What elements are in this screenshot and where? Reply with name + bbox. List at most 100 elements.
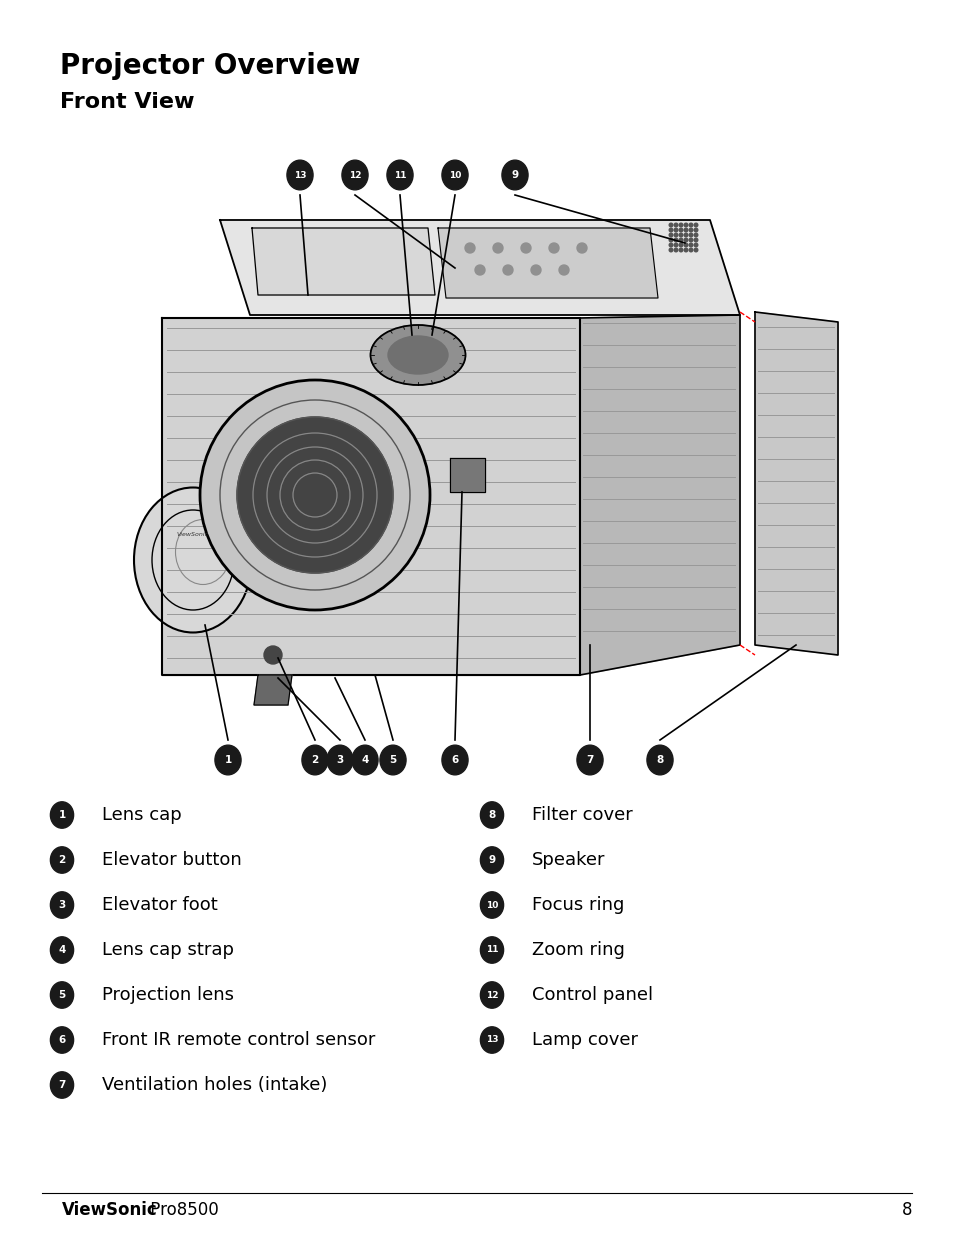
Text: Elevator foot: Elevator foot [102,896,217,915]
Text: Front View: Front View [60,92,194,112]
Polygon shape [754,311,837,655]
Circle shape [694,243,697,247]
Ellipse shape [388,336,448,374]
Circle shape [674,248,677,252]
Text: 12: 12 [349,170,361,180]
Circle shape [683,248,687,252]
Text: 3: 3 [336,755,343,764]
Text: Lens cap strap: Lens cap strap [102,941,233,959]
Text: 6: 6 [58,1035,66,1045]
Circle shape [493,243,502,253]
Circle shape [674,238,677,242]
Text: 8: 8 [901,1201,911,1219]
Ellipse shape [441,160,468,190]
Text: 13: 13 [294,170,306,180]
Text: Filter cover: Filter cover [532,805,632,824]
Circle shape [668,228,672,232]
Circle shape [668,243,672,247]
Circle shape [668,248,672,252]
Ellipse shape [51,1026,73,1054]
Text: 8: 8 [488,810,496,820]
Ellipse shape [287,160,313,190]
Text: ViewSonic: ViewSonic [62,1201,157,1219]
Circle shape [694,228,697,232]
Ellipse shape [352,745,377,774]
Text: Front IR remote control sensor: Front IR remote control sensor [102,1031,375,1049]
Text: Elevator button: Elevator button [102,851,241,869]
Polygon shape [437,228,658,298]
Ellipse shape [341,160,368,190]
Circle shape [688,248,692,252]
Text: ViewSonic: ViewSonic [177,532,209,537]
Circle shape [548,243,558,253]
Text: 10: 10 [448,170,460,180]
Circle shape [464,243,475,253]
Circle shape [668,238,672,242]
Ellipse shape [501,160,528,190]
Circle shape [674,228,677,232]
Ellipse shape [51,892,73,918]
Ellipse shape [51,1072,73,1098]
Text: 1: 1 [224,755,232,764]
Ellipse shape [480,802,503,828]
Text: 2: 2 [58,855,66,865]
Text: 6: 6 [451,755,458,764]
Circle shape [688,228,692,232]
Text: Zoom ring: Zoom ring [532,941,624,959]
Ellipse shape [51,982,73,1008]
Ellipse shape [480,892,503,918]
Text: 11: 11 [485,946,497,954]
Ellipse shape [387,160,413,190]
Text: 4: 4 [58,944,66,956]
Polygon shape [252,228,435,295]
Polygon shape [253,675,292,705]
Text: 8: 8 [656,755,663,764]
Circle shape [688,238,692,242]
Ellipse shape [51,802,73,828]
Circle shape [694,233,697,237]
Circle shape [694,223,697,227]
Polygon shape [220,220,740,315]
Text: 2: 2 [311,755,318,764]
Text: 12: 12 [485,990,497,999]
Circle shape [475,266,484,276]
Circle shape [502,266,513,276]
Ellipse shape [480,846,503,874]
Circle shape [683,243,687,247]
Ellipse shape [480,937,503,963]
Text: Lamp cover: Lamp cover [532,1031,638,1049]
Polygon shape [450,458,484,491]
Circle shape [200,380,430,611]
Circle shape [577,243,586,253]
Text: Control panel: Control panel [532,987,653,1004]
Text: 7: 7 [58,1080,66,1090]
Text: Focus ring: Focus ring [532,896,623,915]
Ellipse shape [214,745,241,774]
Circle shape [694,238,697,242]
Text: 13: 13 [485,1035,497,1045]
Ellipse shape [302,745,328,774]
Polygon shape [162,318,579,675]
Ellipse shape [51,937,73,963]
Circle shape [683,238,687,242]
Circle shape [679,228,682,232]
Text: 1: 1 [58,810,66,820]
Text: Pro8500: Pro8500 [145,1201,218,1219]
Circle shape [531,266,540,276]
Text: Speaker: Speaker [532,851,605,869]
Text: 5: 5 [389,755,396,764]
Circle shape [679,248,682,252]
Text: Lens cap: Lens cap [102,805,182,824]
Circle shape [674,243,677,247]
Circle shape [236,417,393,573]
Ellipse shape [480,1026,503,1054]
Text: 9: 9 [511,170,518,180]
Text: 7: 7 [586,755,593,764]
Circle shape [679,233,682,237]
Circle shape [694,248,697,252]
Circle shape [683,228,687,232]
Text: Projection lens: Projection lens [102,987,233,1004]
Ellipse shape [327,745,353,774]
Text: 5: 5 [58,990,66,1000]
Ellipse shape [51,846,73,874]
